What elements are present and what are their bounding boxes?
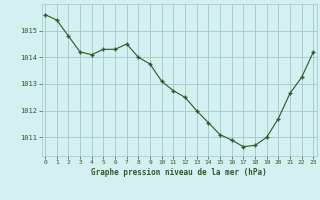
X-axis label: Graphe pression niveau de la mer (hPa): Graphe pression niveau de la mer (hPa)	[91, 168, 267, 177]
